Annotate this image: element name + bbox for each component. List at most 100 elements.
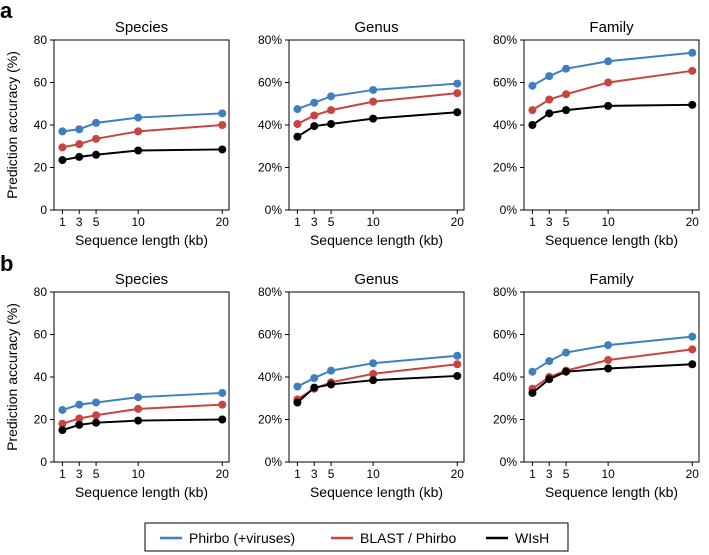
y-tick-label: 60% xyxy=(258,76,282,90)
series-line-blast-phirbo xyxy=(296,363,458,401)
series-line-wish xyxy=(62,418,223,432)
data-point-wish xyxy=(58,426,67,435)
data-point-phirbo-viruses xyxy=(562,64,571,73)
data-point-blast-phirbo xyxy=(604,78,613,87)
y-tick-label: 80 xyxy=(34,285,48,299)
x-tick-label: 20 xyxy=(216,467,230,481)
data-point-wish xyxy=(545,375,554,384)
x-tick-label: 10 xyxy=(131,215,145,229)
data-point-wish xyxy=(688,100,697,109)
x-tick-label: 10 xyxy=(601,215,615,229)
y-tick-label: 20% xyxy=(493,161,517,175)
series-line-blast-phirbo xyxy=(62,124,223,149)
panel-title: Family xyxy=(589,271,634,288)
x-axis-label: Sequence length (kb) xyxy=(75,484,208,500)
data-point-phirbo-viruses xyxy=(134,113,143,122)
data-point-wish xyxy=(369,376,378,385)
data-point-wish xyxy=(327,380,336,389)
data-point-blast-phirbo xyxy=(545,95,554,104)
panel-title: Family xyxy=(589,19,634,36)
panel-letter-a: a xyxy=(0,0,13,23)
data-point-phirbo-viruses xyxy=(310,374,319,383)
series-line-wish xyxy=(62,148,223,162)
x-tick-label: 1 xyxy=(529,215,536,229)
x-tick-label: 5 xyxy=(93,215,100,229)
data-point-wish xyxy=(310,383,319,392)
x-tick-label: 20 xyxy=(686,467,700,481)
y-tick-label: 20 xyxy=(34,161,48,175)
y-tick-label: 40% xyxy=(493,370,517,384)
y-tick-label: 40% xyxy=(258,118,282,132)
y-tick-label: 80% xyxy=(493,285,517,299)
y-tick-label: 40% xyxy=(258,370,282,384)
data-point-phirbo-viruses xyxy=(293,105,302,114)
y-tick-label: 0% xyxy=(265,455,283,469)
data-point-wish xyxy=(562,367,571,376)
data-point-phirbo-viruses xyxy=(327,366,336,375)
data-point-phirbo-viruses xyxy=(218,109,227,118)
y-tick-label: 80% xyxy=(258,33,282,47)
y-tick-label: 60% xyxy=(258,328,282,342)
y-tick-label: 60% xyxy=(493,76,517,90)
data-point-blast-phirbo xyxy=(562,90,571,99)
y-tick-label: 80 xyxy=(34,33,48,47)
series-line-phirbo-viruses xyxy=(296,354,458,388)
y-tick-label: 80% xyxy=(493,33,517,47)
data-point-blast-phirbo xyxy=(134,127,143,136)
data-point-blast-phirbo xyxy=(218,121,227,129)
panel-b-family: Family 0% 20% 40% 60% 80% 1 3 5 10 20 Sequence leng… xyxy=(493,271,700,500)
series-line-phirbo-viruses xyxy=(62,391,223,411)
x-tick-label: 1 xyxy=(294,215,301,229)
y-tick-label: 0 xyxy=(40,203,47,217)
data-point-wish xyxy=(453,371,462,380)
data-point-phirbo-viruses xyxy=(293,382,302,391)
data-point-blast-phirbo xyxy=(327,106,336,115)
y-axis-label-row-a: Prediction accuracy (%) xyxy=(4,51,20,199)
plot-frame xyxy=(523,39,700,211)
panel-a-genus: Genus 0% 20% 40% 60% 80% 1 3 5 10 20 Sequence lengt… xyxy=(258,19,465,248)
data-point-blast-phirbo xyxy=(92,134,101,143)
data-point-blast-phirbo xyxy=(218,400,227,409)
x-tick-label: 20 xyxy=(451,467,465,481)
y-tick-label: 0% xyxy=(265,203,283,217)
x-axis-label: Sequence length (kb) xyxy=(310,484,443,500)
data-point-wish xyxy=(92,150,101,159)
y-tick-label: 60 xyxy=(34,328,48,342)
data-point-wish xyxy=(293,132,302,141)
data-point-wish xyxy=(453,108,462,117)
data-point-blast-phirbo xyxy=(528,106,537,115)
x-tick-label: 10 xyxy=(366,467,380,481)
y-tick-label: 80% xyxy=(258,285,282,299)
x-tick-label: 3 xyxy=(311,467,318,481)
panel-b-species: Species 0 20 40 60 80 1 3 5 10 20 Sequence length (… xyxy=(34,271,230,500)
data-point-phirbo-viruses xyxy=(327,92,336,101)
x-tick-label: 20 xyxy=(451,215,465,229)
data-point-wish xyxy=(134,416,143,425)
x-tick-label: 5 xyxy=(563,215,570,229)
data-point-phirbo-viruses xyxy=(58,405,67,414)
series-line-wish xyxy=(531,103,693,126)
x-tick-label: 3 xyxy=(546,215,553,229)
data-point-blast-phirbo xyxy=(75,414,84,423)
data-point-wish xyxy=(75,420,84,429)
panel-title: Species xyxy=(115,19,168,36)
data-point-phirbo-viruses xyxy=(134,393,143,402)
data-point-phirbo-viruses xyxy=(604,341,613,350)
data-point-blast-phirbo xyxy=(58,143,67,152)
y-tick-label: 0% xyxy=(500,203,518,217)
data-point-blast-phirbo xyxy=(688,66,697,75)
data-point-wish xyxy=(688,360,697,369)
panel-title: Species xyxy=(115,271,168,288)
data-point-phirbo-viruses xyxy=(545,72,554,81)
y-tick-label: 20% xyxy=(258,161,282,175)
data-point-wish xyxy=(604,364,613,373)
x-tick-label: 3 xyxy=(546,467,553,481)
legend: Phirbo (+viruses) BLAST / Phirbo WIsH xyxy=(144,522,569,552)
x-tick-label: 3 xyxy=(311,215,318,229)
data-point-wish xyxy=(75,152,84,161)
x-axis-label: Sequence length (kb) xyxy=(310,232,443,248)
data-point-phirbo-viruses xyxy=(604,57,613,66)
plot-frame xyxy=(53,291,230,463)
x-tick-label: 5 xyxy=(563,467,570,481)
x-tick-label: 10 xyxy=(131,467,145,481)
